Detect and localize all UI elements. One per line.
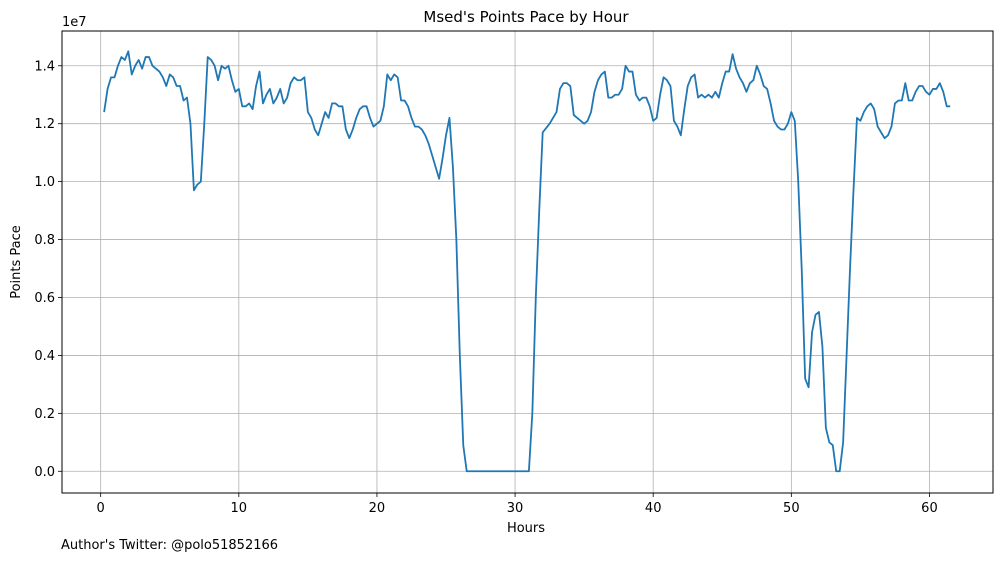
x-tick-label: 60 — [921, 501, 938, 516]
grid — [62, 31, 993, 493]
y-tick-label: 0.8 — [34, 233, 55, 248]
author-credit: Author's Twitter: @polo51852166 — [61, 538, 279, 553]
y-tick-label: 1.4 — [34, 59, 55, 74]
x-axis-label: Hours — [507, 521, 545, 536]
x-tick-label: 40 — [645, 501, 662, 516]
x-tick-label: 30 — [507, 501, 524, 516]
y-axis-ticks: 0.0 0.2 0.4 0.6 0.8 1.0 1.2 1.4 — [34, 59, 62, 480]
series-line — [103, 50, 951, 473]
y-tick-label: 0.4 — [34, 349, 55, 364]
x-tick-label: 20 — [369, 501, 386, 516]
x-tick-label: 50 — [783, 501, 800, 516]
y-tick-label: 1.0 — [34, 175, 55, 190]
x-tick-label: 0 — [97, 501, 105, 516]
x-axis-ticks: 0 10 20 30 40 50 60 — [97, 493, 938, 516]
y-tick-label: 0.0 — [34, 465, 55, 480]
y-axis-multiplier: 1e7 — [62, 15, 87, 30]
y-tick-label: 0.6 — [34, 291, 55, 306]
plot-frame — [61, 30, 994, 494]
y-tick-label: 0.2 — [34, 407, 55, 422]
y-axis-label: Points Pace — [9, 225, 24, 299]
x-tick-label: 10 — [231, 501, 248, 516]
chart-title: Msed's Points Pace by Hour — [423, 8, 629, 26]
y-tick-label: 1.2 — [34, 117, 55, 132]
